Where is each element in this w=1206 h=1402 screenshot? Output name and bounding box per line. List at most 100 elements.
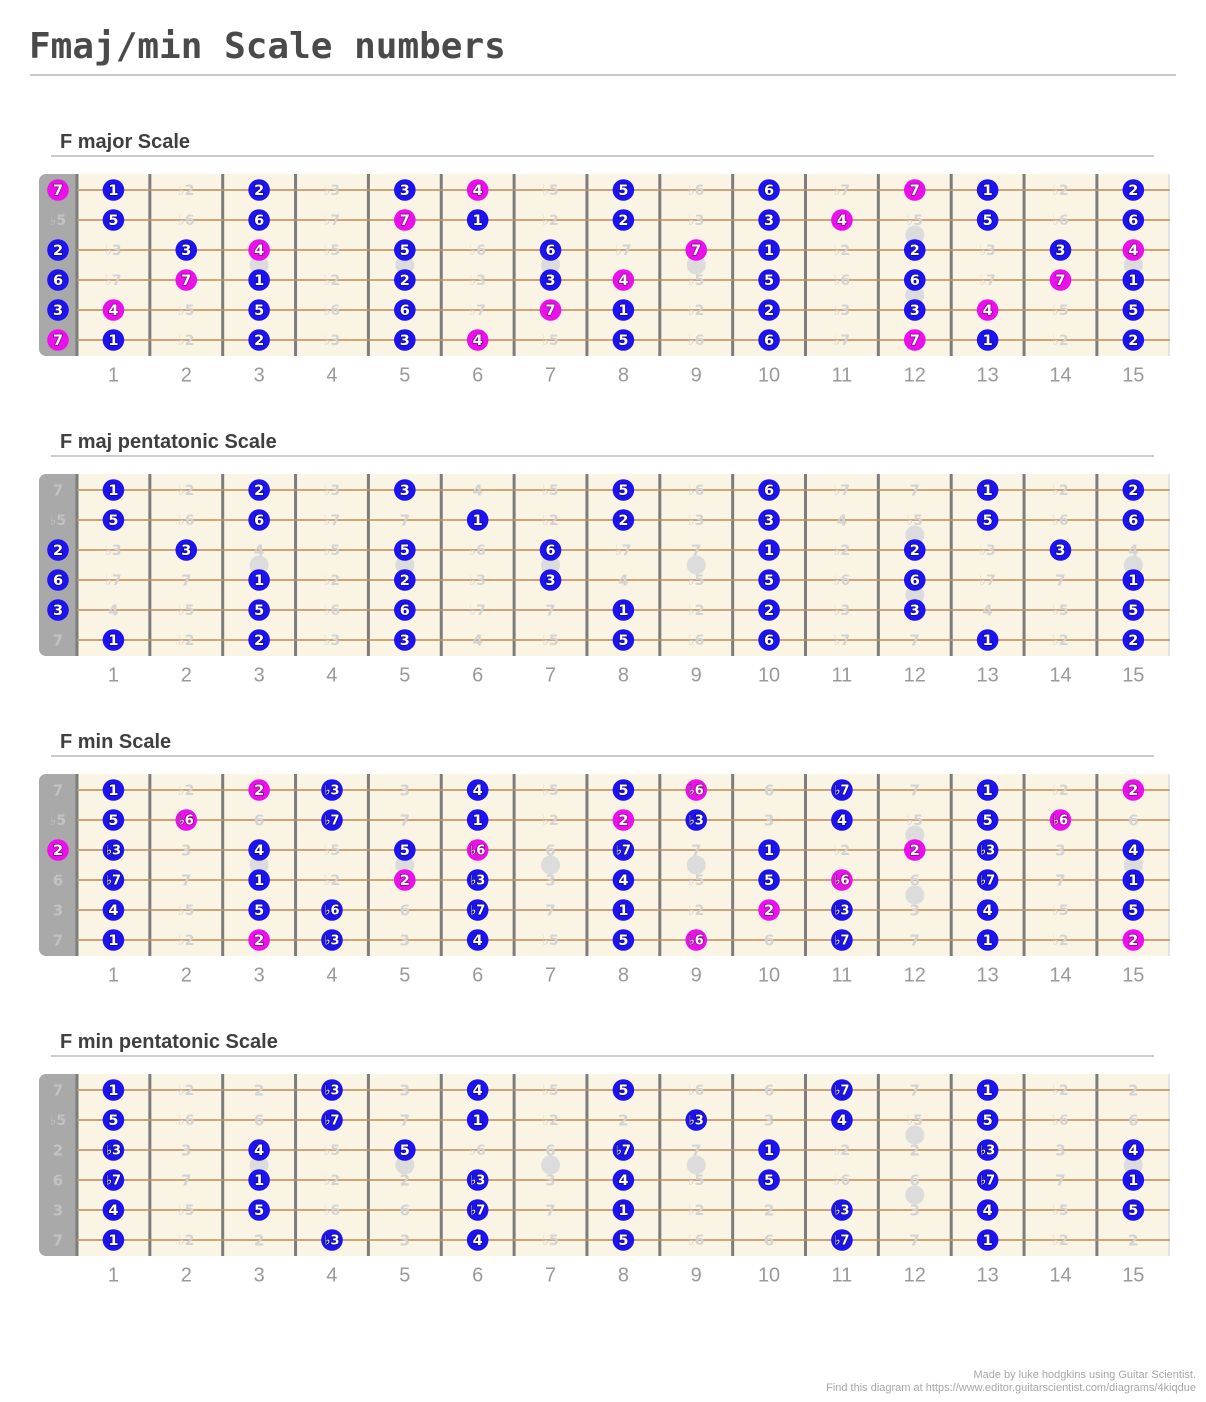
muted-degree-label: ♭3 (105, 543, 121, 559)
fret-number: 3 (254, 1265, 265, 1287)
note-dot-label: 2 (764, 603, 774, 619)
note-dot-label: 7 (910, 333, 920, 349)
note-dot-label: 1 (254, 1173, 264, 1189)
muted-degree-label: 6 (254, 811, 264, 829)
muted-degree-label: 6 (910, 1171, 920, 1189)
note-dot-label: 5 (764, 1173, 774, 1189)
note-dot-blue (976, 929, 999, 951)
note-dot-blue (102, 479, 125, 501)
note-dot-blue (466, 1169, 489, 1191)
fret-number: 5 (399, 1265, 410, 1287)
note-dot-blue (1122, 209, 1145, 231)
muted-degree-label: ♭5 (542, 183, 558, 199)
muted-degree-label: ♭2 (834, 1143, 850, 1159)
muted-degree-label: 7 (181, 1171, 191, 1189)
note-dot-label: 1 (618, 1203, 628, 1219)
fret-line (804, 174, 807, 356)
note-dot-blue (612, 839, 635, 861)
note-dot-blue (831, 809, 853, 831)
note-dot-blue (831, 1109, 853, 1131)
muted-degree-label: ♭5 (178, 903, 194, 919)
note-dot-magenta (466, 329, 489, 351)
note-dot-label: ♭7 (834, 1234, 849, 1249)
note-dot-label: 2 (910, 243, 920, 259)
muted-degree-label: ♭2 (542, 1113, 558, 1129)
note-dot-blue (976, 869, 999, 891)
fret-marker-inlay (905, 585, 925, 605)
note-dot-blue (831, 899, 853, 921)
muted-degree-label: 7 (1055, 1171, 1065, 1189)
note-dot-label: 2 (1128, 333, 1138, 349)
note-dot-blue (248, 329, 270, 351)
note-dot-blue (758, 509, 780, 531)
note-dot-label: 4 (837, 1113, 847, 1129)
muted-degree-label: 6 (254, 1111, 264, 1129)
note-dot-blue (1122, 1139, 1145, 1161)
note-dot-label: ♭3 (324, 1234, 339, 1249)
note-dot-label: 6 (764, 333, 774, 349)
muted-degree-label: ♭6 (834, 273, 850, 289)
muted-degree-label: 7 (181, 871, 191, 889)
note-dot-blue (248, 899, 270, 921)
string-line (77, 249, 1170, 251)
note-dot-blue (175, 539, 198, 561)
muted-degree-label: 6 (1128, 811, 1138, 829)
fret-line (366, 1074, 370, 1256)
muted-degree-label: 3 (400, 1081, 410, 1099)
note-dot-blue (466, 899, 489, 921)
fret-line (439, 174, 443, 356)
note-dot-blue (831, 929, 853, 951)
note-dot-blue (248, 299, 270, 321)
board-background (39, 774, 1170, 956)
fret-line (876, 774, 880, 956)
note-dot-label: 5 (618, 333, 628, 349)
muted-degree-label: 6 (53, 871, 63, 889)
muted-degree-label: ♭6 (1052, 1113, 1068, 1129)
fret-number: 6 (472, 665, 483, 687)
section-title-f-min-pentatonic-scale: F min pentatonic Scale (60, 1030, 278, 1053)
note-dot-blue (976, 1199, 999, 1221)
note-dot-blue (1049, 539, 1072, 561)
note-dot-label: 1 (983, 633, 993, 649)
fret-number: 11 (832, 665, 853, 687)
muted-degree-label: 6 (1128, 1111, 1138, 1129)
note-dot-label: 4 (108, 903, 118, 919)
note-dot-blue (903, 569, 926, 591)
fret-number: 14 (1049, 965, 1071, 987)
note-dot-blue (976, 839, 999, 861)
fret-line (221, 774, 225, 956)
note-dot-label: 4 (618, 273, 628, 289)
muted-degree-label: ♭2 (834, 543, 850, 559)
fret-number: 8 (618, 1265, 629, 1287)
note-dot-label: 1 (108, 783, 118, 799)
note-dot-label: 2 (618, 813, 628, 829)
fret-line (731, 474, 735, 656)
note-dot-blue (1122, 629, 1145, 651)
muted-degree-label: ♭2 (834, 843, 850, 859)
muted-degree-label: 3 (910, 1201, 920, 1219)
note-dot-label: 2 (1128, 483, 1138, 499)
note-dot-label: 1 (764, 843, 774, 859)
muted-degree-label: ♭3 (834, 603, 850, 619)
fret-marker-inlay (686, 855, 706, 875)
note-dot-blue (248, 869, 270, 891)
note-dot-blue (102, 1199, 125, 1221)
fret-number: 5 (399, 365, 410, 387)
muted-degree-label: ♭5 (542, 783, 558, 799)
muted-degree-label: ♭2 (178, 1233, 194, 1249)
fret-line (949, 774, 953, 956)
note-dot-label: 3 (53, 603, 63, 619)
note-dot-label: ♭3 (980, 1144, 995, 1159)
fret-line (1095, 774, 1099, 956)
note-dot-label: ♭6 (689, 934, 704, 949)
muted-degree-label: ♭6 (688, 333, 704, 349)
note-dot-label: ♭3 (834, 1204, 849, 1219)
note-dot-label: ♭6 (470, 844, 485, 859)
note-dot-blue (102, 899, 125, 921)
fret-number: 2 (181, 965, 192, 987)
muted-degree-label: ♭5 (688, 1173, 704, 1189)
note-dot-label: 5 (764, 873, 774, 889)
fret-line (221, 174, 225, 356)
muted-degree-label: 3 (545, 1171, 555, 1189)
note-dot-label: 1 (108, 183, 118, 199)
